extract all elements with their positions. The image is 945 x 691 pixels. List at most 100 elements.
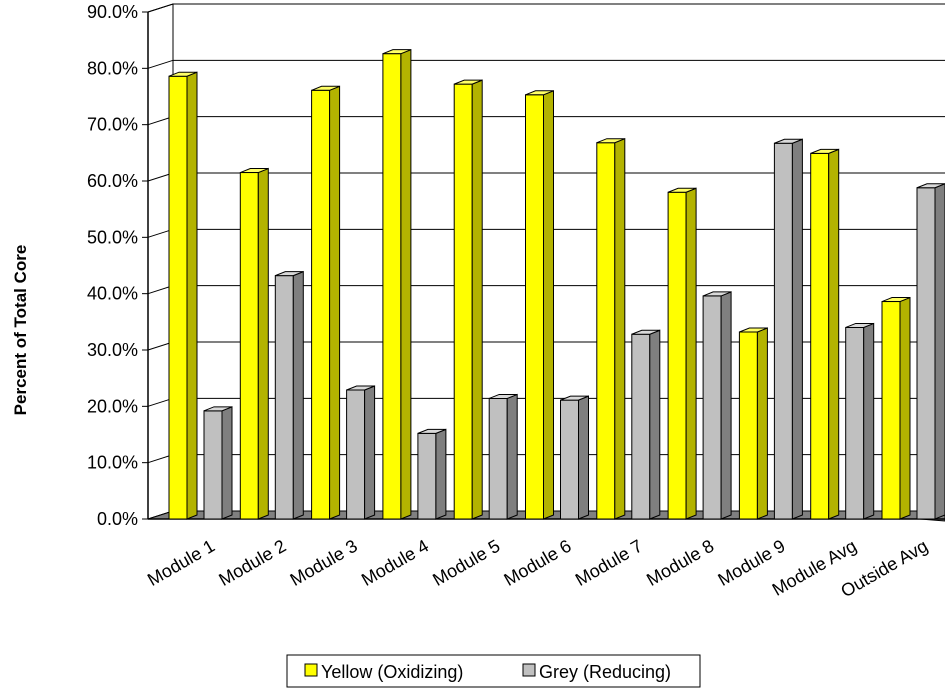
- bar-grey: [702, 291, 732, 520]
- bar-top: [489, 393, 518, 399]
- bar-side: [364, 385, 376, 520]
- bar-top: [275, 271, 304, 277]
- y-tick-label: 30.0%: [87, 340, 138, 360]
- legend-swatch-grey: [522, 663, 536, 677]
- bar-top: [631, 329, 660, 335]
- bar-top: [560, 395, 589, 401]
- y-axis-ticks: 0.0% 10.0% 20.0% 30.0% 40.0% 50.0% 60.0% 70.0% 8…: [87, 2, 149, 529]
- bar-side: [506, 393, 518, 520]
- bar-side: [828, 148, 840, 520]
- bar-side: [756, 327, 768, 520]
- bar-top: [417, 428, 447, 434]
- bar-yellow: [453, 79, 483, 520]
- bar-side: [186, 71, 198, 520]
- legend-label-grey: Grey (Reducing): [539, 662, 671, 682]
- bar-front: [488, 397, 508, 520]
- bar-side: [221, 406, 233, 520]
- y-tick-label: 40.0%: [87, 284, 138, 304]
- bar-front: [881, 301, 901, 520]
- y-tick-label: 0.0%: [97, 509, 138, 529]
- bar-front: [560, 399, 579, 520]
- bar-front: [168, 75, 188, 520]
- bar-side: [863, 322, 875, 520]
- bar-yellow: [382, 48, 412, 520]
- bar-front: [702, 295, 722, 520]
- bar-yellow: [525, 90, 554, 520]
- x-category-label: Module 6: [501, 536, 575, 590]
- bar-top: [881, 297, 911, 303]
- bar-grey: [845, 322, 875, 520]
- bar-side: [578, 395, 589, 520]
- bar-side: [400, 48, 412, 520]
- bar-grey: [203, 406, 233, 520]
- legend: Yellow (Oxidizing) Grey (Reducing): [286, 654, 701, 688]
- bar-top: [667, 187, 697, 193]
- bar-grey: [631, 329, 661, 520]
- legend-box: [286, 654, 701, 688]
- x-category-label: Module 2: [215, 536, 289, 590]
- x-category-label: Module 4: [358, 536, 432, 590]
- bar-side: [543, 90, 554, 520]
- bar-grey: [346, 385, 376, 520]
- bar-front: [525, 94, 544, 520]
- bar-top: [845, 322, 874, 328]
- bar-front: [382, 53, 402, 520]
- bar-top: [810, 148, 839, 154]
- gridline: [147, 3, 945, 13]
- gridline: [147, 59, 945, 69]
- bar-side: [329, 85, 341, 520]
- bar-grey: [560, 395, 589, 520]
- bar-side: [791, 138, 803, 520]
- y-axis-title: Percent of Total Core: [11, 245, 30, 416]
- bar-front: [667, 191, 687, 520]
- x-category-label: Module 3: [287, 536, 361, 590]
- bar-front: [596, 142, 616, 520]
- bar-top: [382, 49, 412, 55]
- bar-yellow: [738, 327, 768, 520]
- bar-side: [435, 428, 447, 520]
- bar-side: [934, 183, 945, 520]
- bar-yellow: [881, 296, 911, 520]
- bar-front: [346, 389, 366, 520]
- bar-yellow: [168, 71, 198, 520]
- bar-yellow: [667, 187, 697, 520]
- bar-top: [525, 90, 554, 96]
- bars: [168, 48, 945, 520]
- bar-front: [203, 410, 223, 520]
- x-category-label: Module 5: [429, 536, 503, 590]
- bar-side: [685, 187, 697, 520]
- bar-front: [239, 172, 259, 520]
- bar-top: [168, 71, 198, 77]
- bar-side: [720, 291, 732, 520]
- bar-yellow: [239, 167, 269, 520]
- y-tick-label: 10.0%: [87, 453, 138, 473]
- x-category-label: Module 8: [643, 536, 717, 590]
- y-tick-label: 90.0%: [87, 2, 138, 22]
- bar-side: [257, 167, 269, 520]
- bar-grey: [773, 138, 803, 520]
- bar-front: [738, 331, 758, 520]
- y-tick-label: 80.0%: [87, 58, 138, 78]
- x-category-label: Module 1: [144, 536, 218, 590]
- bar-grey: [488, 393, 518, 520]
- bar-front: [311, 89, 331, 520]
- bar-yellow: [810, 148, 840, 520]
- bar-top: [916, 183, 945, 189]
- legend-label-yellow: Yellow (Oxidizing): [321, 662, 463, 682]
- bar-grey: [274, 270, 304, 520]
- y-tick-label: 60.0%: [87, 171, 138, 191]
- bar-side: [471, 79, 483, 520]
- bar-front: [274, 275, 294, 520]
- bar-front: [773, 142, 793, 520]
- bar-yellow: [596, 137, 626, 520]
- bar-side: [649, 329, 661, 520]
- bar-front: [453, 83, 473, 520]
- bar-side: [292, 270, 304, 520]
- y-tick-label: 70.0%: [87, 115, 138, 135]
- bar-top: [702, 291, 732, 297]
- bar-top: [203, 406, 233, 412]
- bar-top: [240, 168, 269, 174]
- bar-front: [810, 152, 830, 520]
